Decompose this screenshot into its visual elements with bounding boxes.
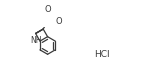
Text: HCl: HCl <box>94 50 110 59</box>
Text: O: O <box>55 17 62 26</box>
Text: O: O <box>44 5 51 14</box>
Text: NH: NH <box>30 36 42 45</box>
